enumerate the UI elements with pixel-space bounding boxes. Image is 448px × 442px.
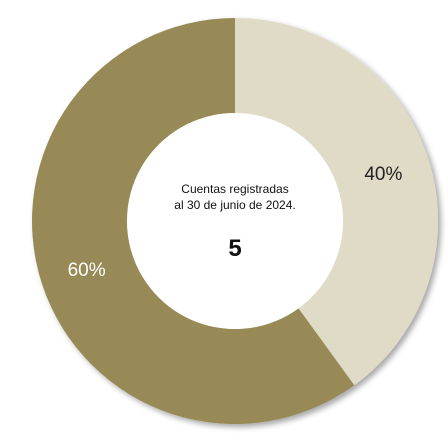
center-caption-line1: Cuentas registradas — [181, 182, 288, 196]
center-caption-line2: al 30 de junio de 2024. — [174, 198, 295, 212]
center-value: 5 — [228, 235, 241, 262]
donut-slice-0 — [235, 18, 438, 386]
donut-slice-1 — [31, 18, 355, 424]
donut-slices — [31, 18, 438, 424]
slice-label-1: 60% — [68, 260, 106, 281]
slice-label-0: 40% — [364, 164, 402, 185]
donut-hole — [127, 113, 343, 329]
slice-labels: 40% 60% — [68, 164, 403, 281]
